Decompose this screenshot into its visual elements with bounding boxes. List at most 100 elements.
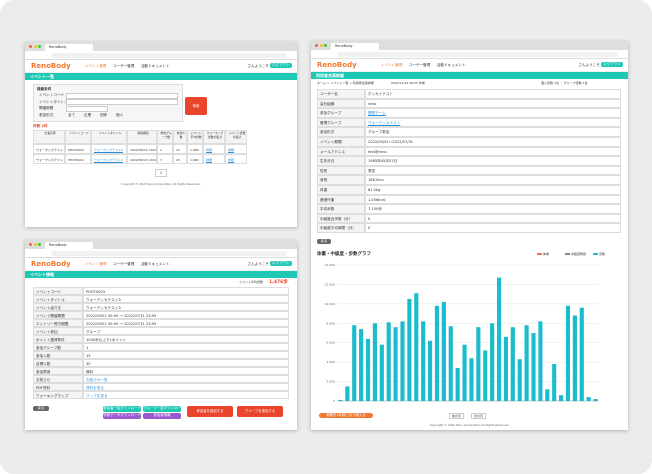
window-button[interactable] [315, 44, 318, 47]
y-tick-label: 4,000 [326, 360, 335, 364]
header: RenoBody イベント管理 ユーザー管理 活動ドキュメント さんようこそ ログアウト [25, 258, 297, 271]
bar [490, 323, 495, 401]
radio-option[interactable]: 企業 [84, 112, 92, 117]
nav-item[interactable]: イベント管理 [84, 262, 107, 266]
radio-option[interactable]: 全て [68, 112, 76, 117]
back-button[interactable]: 戻る [317, 239, 331, 244]
table-cell: PHOT0003 [65, 144, 91, 154]
bar [428, 340, 433, 401]
action-button[interactable]: グループ一覧ダウンロード [143, 406, 181, 416]
logo[interactable]: RenoBody [31, 260, 71, 268]
search-button[interactable]: 検索 [185, 97, 207, 115]
page-title: 利用者会員詳細 [311, 72, 628, 79]
window-button[interactable] [29, 243, 32, 246]
field-label: イベントコード [39, 93, 65, 97]
window-button[interactable] [33, 243, 37, 246]
y-tick-label: 12,000 [325, 282, 336, 286]
table-cell[interactable]: ウォークシカテスト3 [91, 144, 127, 154]
text-input[interactable] [66, 99, 178, 105]
average-label: イベント平均歩数 [239, 280, 264, 284]
row-value: reno [365, 98, 621, 109]
bar [496, 277, 502, 401]
row-label: 会社組織 [317, 98, 365, 109]
nav-item[interactable]: 活動ドキュメント [140, 262, 170, 266]
row-label: イベント参加 [33, 327, 83, 335]
row-value: 168.0cm [365, 175, 621, 185]
table-cell[interactable]: ウォークシカテスト1 [91, 154, 127, 164]
bar [593, 399, 598, 401]
logout-button[interactable]: ログアウト [270, 261, 292, 266]
radio-option[interactable]: 団体 [100, 112, 108, 117]
text-input[interactable] [66, 105, 108, 112]
logout-button[interactable]: ログアウト [270, 63, 292, 68]
bar [407, 299, 412, 401]
tab[interactable]: RenoBody [45, 242, 93, 249]
row-value: 2022/05/01 00:00 〜 2022/07/31 23:59 [83, 319, 289, 327]
text-input[interactable] [66, 92, 178, 99]
url-field[interactable] [337, 51, 618, 57]
table-header: イベント平均歩数 [187, 130, 203, 144]
created-at: 2022/11/22 18:25 作成 [391, 81, 425, 85]
tab[interactable]: RenoBody [45, 44, 93, 51]
row-value[interactable]: 資料を見る [83, 383, 289, 391]
window-button[interactable] [324, 44, 327, 47]
window-button[interactable] [29, 45, 32, 48]
nav-item[interactable]: 活動ドキュメント [140, 64, 170, 68]
legend-label: 体重 [543, 252, 550, 256]
pager[interactable]: 1 [155, 169, 167, 177]
row-value[interactable]: お知らせ一覧 [83, 375, 289, 383]
month-pager[interactable]: 次の月 [471, 413, 487, 419]
action-button[interactable]: 歩数データダウンロード [103, 413, 141, 419]
nav-item[interactable]: 活動ドキュメント [436, 63, 466, 67]
table-header: イベントタイトル [91, 130, 127, 144]
bar [462, 344, 467, 401]
action-button[interactable]: 参加者を追加する [187, 406, 233, 417]
row-value: ウォークシカテスト3 [83, 295, 289, 303]
window-button[interactable] [38, 45, 41, 48]
bar [531, 333, 536, 401]
window-button[interactable] [38, 243, 41, 246]
radio-option[interactable]: 個人 [116, 112, 124, 117]
logo[interactable]: RenoBody [31, 62, 71, 70]
action-button[interactable]: 参加者情報 [143, 413, 181, 419]
bar [517, 359, 522, 401]
nav-item[interactable]: イベント管理 [380, 63, 403, 67]
nav-item[interactable]: ユーザー管理 [112, 64, 135, 68]
back-button[interactable]: 戻る [33, 406, 49, 411]
y-tick-label: 2,000 [326, 380, 335, 384]
user-greeting: さんようこそ [247, 64, 269, 68]
table-header: ウォーキング歩数の集計 [203, 130, 225, 144]
row-value[interactable]: ウォークシカテスト [365, 117, 621, 128]
tab[interactable]: RenoBody [331, 43, 379, 50]
url-field[interactable] [51, 52, 287, 58]
nav-item[interactable]: ユーザー管理 [112, 262, 135, 266]
row-value[interactable]: 開発チーム [365, 108, 621, 118]
header: RenoBody イベント管理 ユーザー管理 活動ドキュメント さんようこそ ログアウト [311, 59, 628, 72]
browser-window: RenoBody RenoBody イベント管理 ユーザー管理 活動ドキュメント さんよう… [25, 42, 297, 227]
period-button[interactable]: 期間を1年前に切り替える [319, 413, 373, 418]
row-value[interactable]: マップを見る [83, 391, 289, 399]
row-value: PHOT0003 [83, 287, 289, 295]
logout-button[interactable]: ログアウト [601, 62, 623, 67]
table-cell[interactable]: 詳細 [203, 154, 225, 164]
row-label: PDF資料 [33, 383, 83, 391]
nav-item[interactable]: ユーザー管理 [408, 63, 431, 67]
logo[interactable]: RenoBody [317, 61, 357, 69]
window-button[interactable] [319, 44, 323, 47]
row-label: ポイント獲得条件 [33, 335, 83, 343]
row-label: 参加人数 [33, 351, 83, 359]
row-label: 目標人数 [33, 359, 83, 367]
table-cell[interactable]: 詳細 [203, 144, 225, 154]
table-cell: 1 [157, 144, 173, 154]
action-button[interactable]: グループを追加する [237, 406, 283, 417]
bar [483, 350, 488, 401]
table-cell[interactable]: 詳細 [225, 154, 247, 164]
month-pager[interactable]: 前の月 [449, 413, 465, 419]
table-cell[interactable]: 詳細 [225, 144, 247, 154]
window-button[interactable] [33, 45, 37, 48]
bar [372, 323, 377, 401]
row-label: 参加グループ [317, 108, 365, 118]
url-field[interactable] [51, 250, 287, 256]
nav-item[interactable]: イベント管理 [84, 64, 107, 68]
action-button[interactable]: 参加者一覧ダウンロード [103, 406, 141, 412]
